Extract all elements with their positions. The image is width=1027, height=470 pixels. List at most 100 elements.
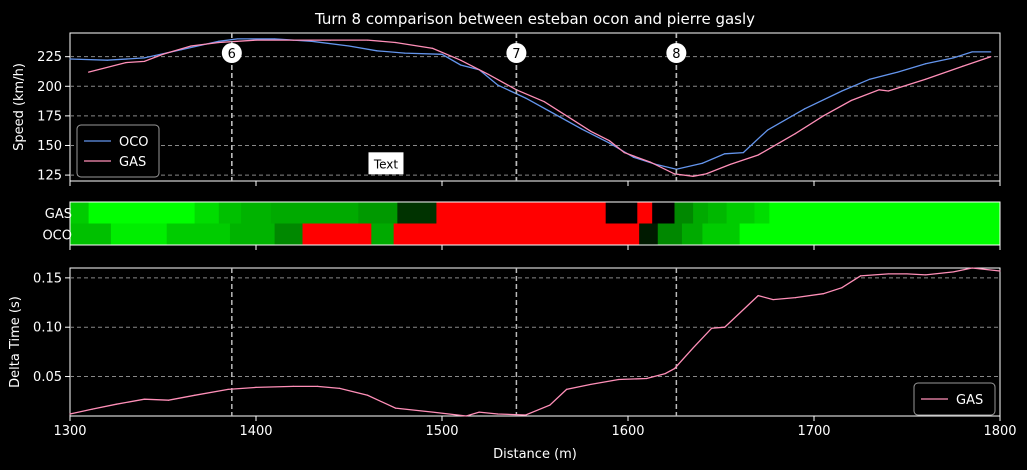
data-point-gas: [850, 99, 852, 102]
data-point-gas: [162, 53, 164, 55]
series-line-gas: [88, 39, 991, 177]
data-point-gas: [757, 295, 759, 297]
legend-label-oco: OCO: [119, 135, 149, 150]
gear-segment-gas: [270, 202, 359, 224]
corner-marker: [506, 43, 527, 63]
data-point-oco: [497, 84, 499, 86]
data-point-gas: [859, 275, 862, 277]
data-point-gas: [878, 89, 880, 91]
data-point-oco: [69, 58, 71, 60]
data-point-gas: [646, 377, 648, 380]
data-point-gas: [543, 101, 545, 103]
gear-segment-oco: [639, 223, 659, 245]
data-point-gas: [794, 133, 797, 135]
data-point-oco: [952, 57, 955, 59]
gear-panel-frame: [69, 201, 1001, 246]
x-tick-label: 1800: [983, 424, 1016, 439]
data-point-gas: [125, 62, 127, 64]
data-point-gas: [190, 45, 192, 47]
data-point-oco: [742, 151, 744, 154]
data-point-gas: [990, 56, 992, 58]
speed-panel: 125 150 175 200 225 6 7 8 Speed (km/h) Text OCO GAS: [12, 32, 1001, 186]
data-point-gas: [649, 161, 651, 163]
data-point-gas: [692, 175, 694, 177]
corner-label: 6: [228, 47, 236, 62]
gear-segment-oco: [702, 223, 741, 245]
data-point-gas: [227, 388, 229, 390]
gear-segment-gas: [218, 202, 242, 224]
data-point-oco: [632, 156, 635, 158]
data-point-gas: [962, 65, 964, 67]
gear-segment-oco: [657, 223, 683, 245]
gear-segment-gas: [637, 202, 653, 224]
data-point-oco: [525, 97, 527, 99]
x-tick-label: 1700: [797, 424, 830, 439]
data-point-gas: [432, 411, 434, 413]
x-tick-label: 1300: [53, 424, 86, 439]
speed-panel-legend-box: [76, 124, 160, 178]
data-point-gas: [255, 386, 257, 388]
data-point-gas: [906, 273, 908, 275]
y-tick-label: 150: [37, 139, 62, 154]
data-point-oco: [274, 38, 276, 40]
delta-panel-legend-box: [913, 382, 996, 416]
gear-segment-gas: [70, 202, 90, 224]
data-point-gas: [460, 59, 462, 61]
legend-label-gas: GAS: [956, 393, 983, 408]
gear-segment-gas: [707, 202, 728, 224]
data-point-gas: [822, 293, 824, 295]
data-point-gas: [729, 163, 731, 166]
data-point-gas: [571, 118, 573, 121]
gear-segment-gas: [693, 202, 709, 224]
x-tick-label: 1400: [239, 424, 272, 439]
gear-segment-gas: [397, 202, 437, 224]
data-point-oco: [804, 108, 806, 110]
data-point-gas: [590, 383, 592, 386]
data-point-oco: [841, 90, 843, 92]
data-point-gas: [711, 327, 713, 329]
data-point-gas: [673, 368, 676, 370]
gear-segment-gas: [754, 202, 770, 224]
gear-segment-oco: [739, 223, 1001, 245]
gear-segment-gas: [436, 202, 607, 224]
y-tick-label: 225: [37, 50, 62, 65]
series-line-oco: [69, 38, 991, 170]
corner-label: 8: [672, 47, 680, 62]
data-point-oco: [404, 52, 406, 54]
data-point-gas: [618, 378, 620, 381]
data-point-gas: [432, 47, 434, 49]
gear-segment-gas: [241, 202, 272, 224]
data-point-gas: [724, 326, 726, 328]
y-tick-label: 0.10: [33, 321, 62, 336]
data-point-gas: [167, 399, 170, 401]
gear-segment-gas: [652, 202, 675, 224]
data-point-oco: [608, 142, 611, 144]
data-point-gas: [394, 407, 397, 409]
x-tick-label: 1500: [425, 424, 458, 439]
data-point-oco: [724, 153, 726, 155]
gear-segment-gas: [194, 202, 220, 224]
gear-segment-oco: [274, 223, 303, 245]
delta-panel: 0.05 0.10 0.15 1300 1400 1500 1600 1700 1800 Delt…: [8, 267, 1017, 439]
delta-axis-label: Delta Time (s): [8, 296, 23, 388]
gear-segment-oco: [229, 223, 276, 245]
data-point-gas: [525, 414, 527, 416]
corner-marker: [221, 43, 242, 63]
data-point-oco: [766, 129, 769, 131]
data-point-gas: [925, 274, 927, 276]
annotation-text: Text: [373, 157, 399, 171]
speed-axis-label: Speed (km/h): [12, 63, 27, 151]
y-tick-label: 175: [37, 109, 62, 124]
data-point-oco: [580, 128, 583, 130]
data-point-gas: [478, 411, 480, 413]
data-point-gas: [465, 415, 467, 417]
annotation-box: [368, 152, 404, 175]
data-point-gas: [497, 413, 499, 415]
data-point-gas: [339, 387, 341, 389]
data-point-gas: [367, 394, 369, 396]
data-point-oco: [218, 40, 220, 42]
data-point-gas: [218, 41, 220, 44]
y-tick-label: 125: [37, 169, 62, 184]
data-point-gas: [841, 287, 843, 289]
data-point-gas: [316, 385, 318, 387]
